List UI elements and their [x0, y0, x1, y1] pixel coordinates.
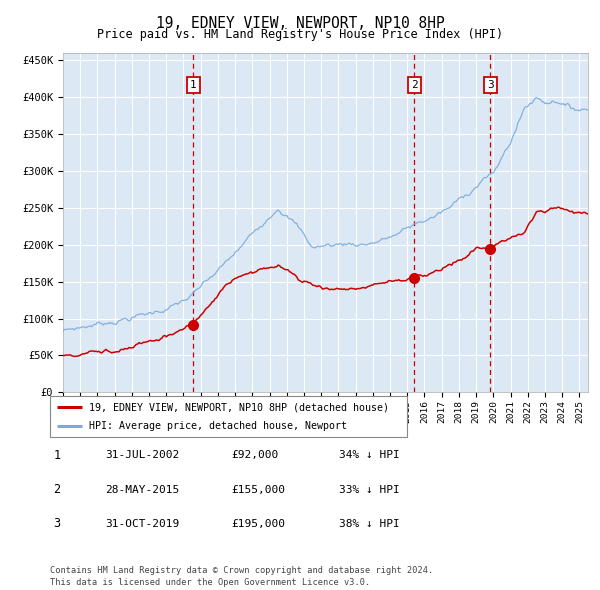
- Text: Price paid vs. HM Land Registry's House Price Index (HPI): Price paid vs. HM Land Registry's House …: [97, 28, 503, 41]
- Text: 34% ↓ HPI: 34% ↓ HPI: [339, 451, 400, 460]
- Text: 2: 2: [411, 80, 418, 90]
- Text: 1: 1: [190, 80, 197, 90]
- Text: £155,000: £155,000: [231, 485, 285, 494]
- Text: 1: 1: [53, 449, 61, 462]
- Text: 19, EDNEY VIEW, NEWPORT, NP10 8HP (detached house): 19, EDNEY VIEW, NEWPORT, NP10 8HP (detac…: [89, 402, 389, 412]
- Text: 3: 3: [53, 517, 61, 530]
- Text: Contains HM Land Registry data © Crown copyright and database right 2024.
This d: Contains HM Land Registry data © Crown c…: [50, 566, 433, 587]
- Text: 28-MAY-2015: 28-MAY-2015: [105, 485, 179, 494]
- Text: 38% ↓ HPI: 38% ↓ HPI: [339, 519, 400, 529]
- FancyBboxPatch shape: [50, 396, 407, 437]
- Text: 2: 2: [53, 483, 61, 496]
- Text: 31-JUL-2002: 31-JUL-2002: [105, 451, 179, 460]
- Text: HPI: Average price, detached house, Newport: HPI: Average price, detached house, Newp…: [89, 421, 347, 431]
- Text: 3: 3: [487, 80, 494, 90]
- Text: 19, EDNEY VIEW, NEWPORT, NP10 8HP: 19, EDNEY VIEW, NEWPORT, NP10 8HP: [155, 16, 445, 31]
- Text: 33% ↓ HPI: 33% ↓ HPI: [339, 485, 400, 494]
- Text: 31-OCT-2019: 31-OCT-2019: [105, 519, 179, 529]
- Text: £195,000: £195,000: [231, 519, 285, 529]
- Text: £92,000: £92,000: [231, 451, 278, 460]
